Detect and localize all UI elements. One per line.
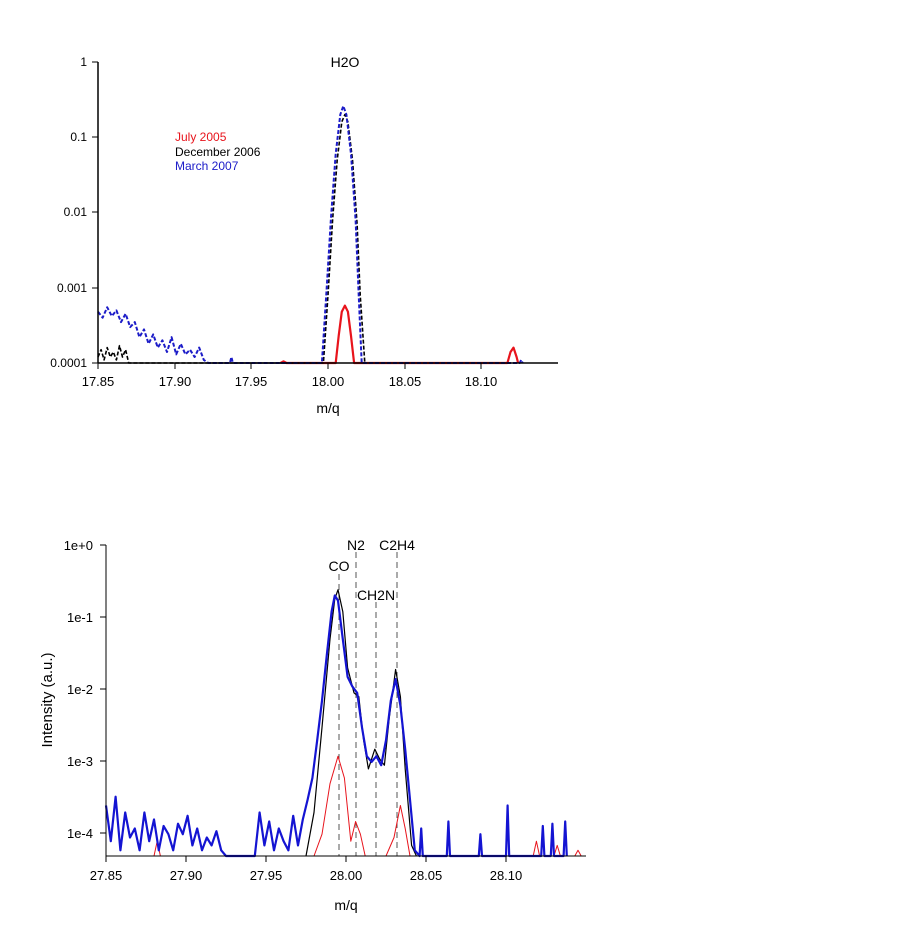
- y-tick-label: 1e-4: [67, 826, 93, 841]
- x-tick-label: 17.95: [235, 374, 268, 389]
- y-tick-label: 1e-3: [67, 754, 93, 769]
- annotation-label-ch2n: CH2N: [357, 587, 395, 603]
- y-tick-label: 1e-2: [67, 682, 93, 697]
- y-axis-label: Intensity (a.u.): [39, 652, 56, 747]
- y-tick-label: 0.01: [64, 205, 88, 219]
- mass-28-chart: CO N2 CH2N C2H4 1e-4 1e-3 1e-2 1e-1 1e+0…: [39, 537, 586, 913]
- chart-title: H2O: [331, 54, 360, 70]
- legend-entry-december-2006: December 2006: [175, 145, 261, 159]
- x-tick-label: 27.85: [90, 868, 123, 883]
- x-tick-label: 18.05: [389, 374, 422, 389]
- peak-annotations: CO N2 CH2N C2H4: [329, 537, 415, 856]
- annotation-label-co: CO: [329, 558, 350, 574]
- series-layer: [97, 105, 524, 365]
- legend: July 2005 December 2006 March 2007: [175, 130, 261, 173]
- series-line-1: [153, 755, 582, 857]
- h2o-chart: H2O July 2005 December 2006 March 2007 0…: [50, 54, 558, 416]
- x-tick-label: 18.00: [312, 374, 345, 389]
- x-ticks: 27.85 27.90 27.95 28.00 28.05 28.10: [90, 856, 523, 883]
- x-tick-label: 28.10: [490, 868, 523, 883]
- y-tick-label: 0.1: [70, 130, 87, 144]
- annotation-label-c2h4: C2H4: [379, 537, 415, 553]
- x-tick-label: 27.90: [170, 868, 203, 883]
- x-ticks: 17.85 17.90 17.95 18.00 18.05 18.10: [82, 363, 498, 389]
- y-ticks: 0.0001 0.001 0.01 0.1 1: [50, 55, 98, 370]
- x-tick-label: 27.95: [250, 868, 283, 883]
- y-tick-label: 1: [80, 55, 87, 69]
- x-tick-label: 17.85: [82, 374, 115, 389]
- x-tick-label: 17.90: [159, 374, 192, 389]
- y-tick-label: 1e+0: [64, 538, 93, 553]
- y-ticks: 1e-4 1e-3 1e-2 1e-1 1e+0: [64, 538, 106, 841]
- legend-entry-march-2007: March 2007: [175, 159, 239, 173]
- series-line-3: [104, 594, 568, 858]
- x-axis-label: m/q: [316, 400, 339, 416]
- series-line-3: [97, 105, 524, 364]
- y-tick-label: 0.001: [57, 281, 87, 295]
- x-tick-label: 28.00: [330, 868, 363, 883]
- x-tick-label: 18.10: [465, 374, 498, 389]
- legend-entry-july-2005: July 2005: [175, 130, 227, 144]
- annotation-label-n2: N2: [347, 537, 365, 553]
- y-tick-label: 1e-1: [67, 610, 93, 625]
- y-tick-label: 0.0001: [50, 356, 87, 370]
- x-axis-label: m/q: [334, 897, 357, 913]
- series-line-1: [279, 304, 520, 365]
- series-layer: [104, 589, 582, 858]
- x-tick-label: 28.05: [410, 868, 443, 883]
